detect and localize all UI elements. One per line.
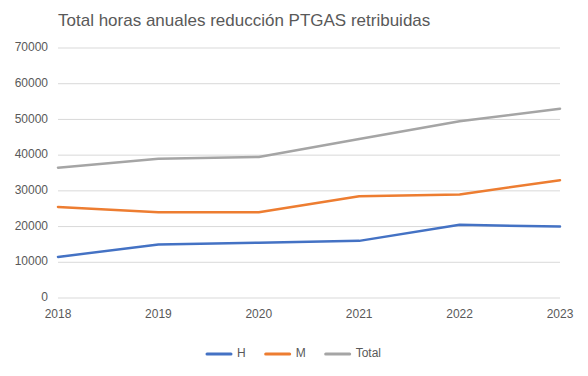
y-tick-label: 20000 [15,219,49,233]
grid-line [58,48,560,49]
x-tick-label: 2020 [245,307,272,321]
grid-line [58,262,560,263]
x-tick-label: 2021 [346,307,373,321]
series-line [58,109,560,168]
grid-line [58,298,560,299]
y-tick-label: 30000 [15,183,49,197]
series-lines [58,109,560,257]
y-tick-label: 10000 [15,254,49,268]
x-tick-label: 2022 [446,307,473,321]
y-tick-label: 70000 [15,40,49,54]
y-tick-label: 60000 [15,76,49,90]
grid-line [58,155,560,156]
legend-item: Total [326,346,381,360]
legend: H M Total [207,346,381,360]
legend-swatch [207,353,231,356]
legend-item: M [266,346,306,360]
legend-swatch [326,353,350,356]
x-tick-label: 2023 [547,307,574,321]
y-tick-label: 0 [41,290,48,304]
y-tick-label: 40000 [15,147,49,161]
x-tick-label: 2019 [145,307,172,321]
legend-label: M [296,346,306,360]
y-tick-label: 50000 [15,112,49,126]
legend-label: Total [356,346,381,360]
x-tick-label: 2018 [45,307,72,321]
series-line [58,225,560,257]
legend-swatch [266,353,290,356]
grid [58,48,560,298]
legend-label: H [237,346,246,360]
chart: Total horas anuales reducción PTGAS retr… [0,0,588,376]
title: Total horas anuales reducción PTGAS retr… [58,11,430,30]
series-line [58,180,560,212]
legend-item: H [207,346,246,360]
grid-line [58,83,560,84]
